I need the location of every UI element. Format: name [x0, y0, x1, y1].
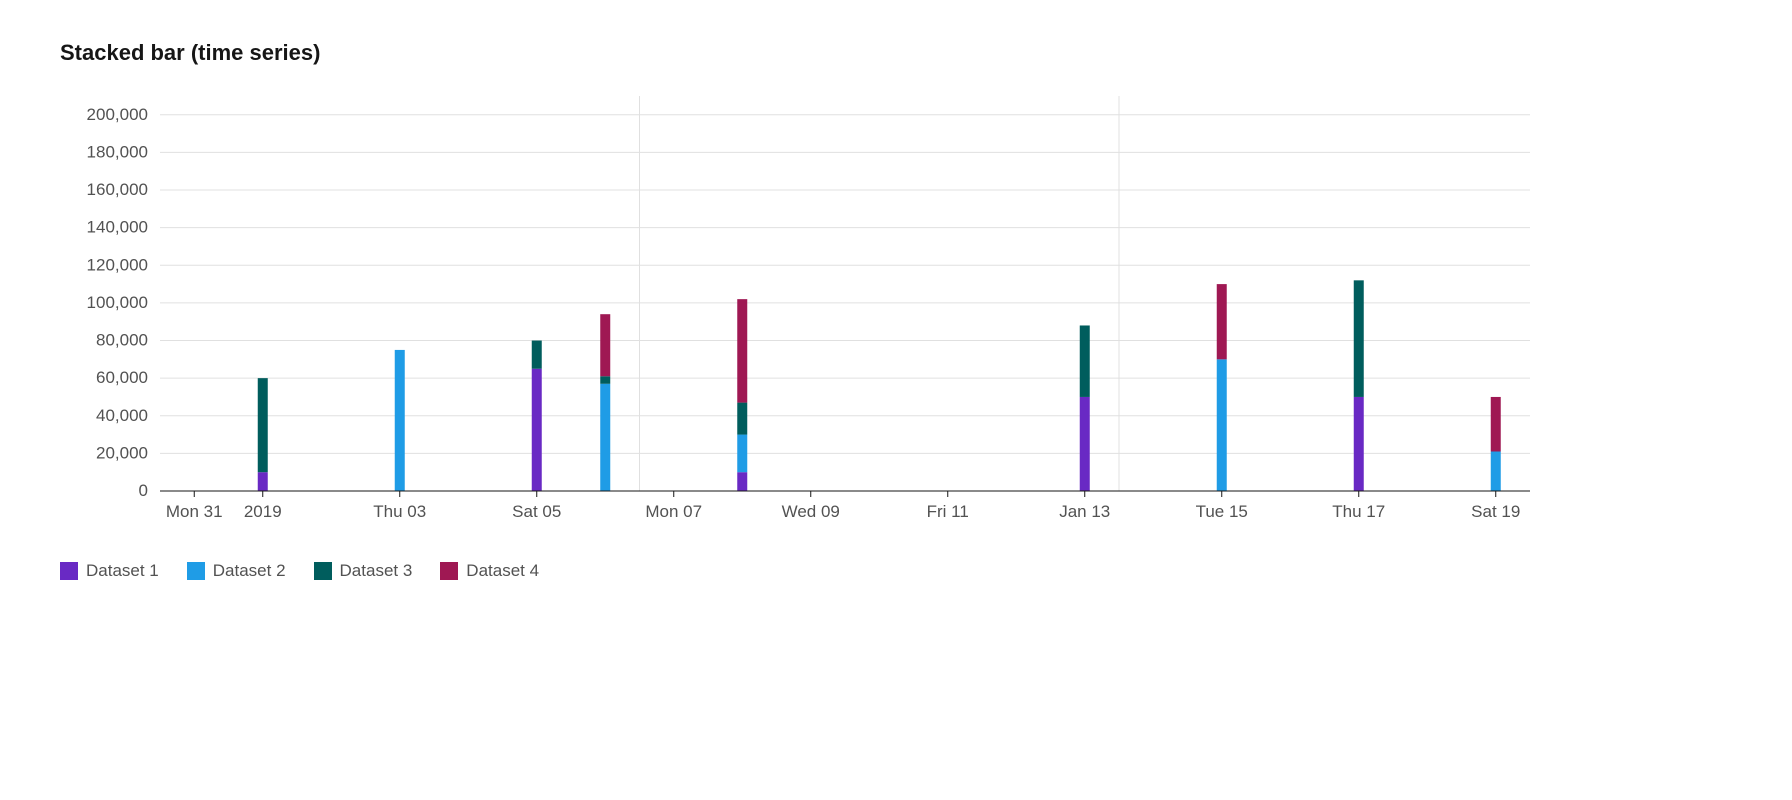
legend-label: Dataset 2 — [213, 561, 286, 581]
bar-segment-d1[interactable] — [532, 369, 542, 491]
legend-item-d3[interactable]: Dataset 3 — [314, 561, 413, 581]
legend-item-d1[interactable]: Dataset 1 — [60, 561, 159, 581]
legend-item-d2[interactable]: Dataset 2 — [187, 561, 286, 581]
bar-segment-d3[interactable] — [737, 403, 747, 435]
bar-segment-d2[interactable] — [395, 350, 405, 491]
y-axis-label: 200,000 — [87, 105, 148, 124]
bar-segment-d4[interactable] — [1217, 284, 1227, 359]
y-axis-label: 140,000 — [87, 218, 148, 237]
x-axis-label: Jan 13 — [1059, 502, 1110, 521]
bar-segment-d1[interactable] — [1080, 397, 1090, 491]
y-axis-label: 40,000 — [96, 406, 148, 425]
legend-swatch — [187, 562, 205, 580]
bar-segment-d1[interactable] — [737, 472, 747, 491]
bar-segment-d3[interactable] — [532, 341, 542, 369]
x-axis-label: Mon 31 — [166, 502, 223, 521]
bar-segment-d3[interactable] — [1354, 280, 1364, 397]
x-axis-label: Sat 19 — [1471, 502, 1520, 521]
bar-segment-d1[interactable] — [258, 472, 268, 491]
x-axis-label: Tue 15 — [1196, 502, 1248, 521]
chart-container: Stacked bar (time series) 0 20,000 40,000 6… — [0, 0, 1792, 621]
x-axis-label: Thu 03 — [373, 502, 426, 521]
legend-swatch — [440, 562, 458, 580]
bar-segment-d4[interactable] — [737, 299, 747, 402]
bar-segment-d2[interactable] — [600, 384, 610, 491]
bar-segment-d3[interactable] — [600, 376, 610, 384]
bar-segment-d2[interactable] — [1217, 359, 1227, 491]
y-axis-label: 180,000 — [87, 142, 148, 161]
legend: Dataset 1 Dataset 2 Dataset 3 Dataset 4 — [60, 561, 1732, 581]
y-axis-label: 20,000 — [96, 443, 148, 462]
legend-item-d4[interactable]: Dataset 4 — [440, 561, 539, 581]
bar-segment-d3[interactable] — [1080, 325, 1090, 396]
x-axis-label: 2019 — [244, 502, 282, 521]
bar-segment-d2[interactable] — [1491, 452, 1501, 492]
legend-label: Dataset 1 — [86, 561, 159, 581]
x-axis-label: Thu 17 — [1332, 502, 1385, 521]
legend-label: Dataset 3 — [340, 561, 413, 581]
y-axis-label: 100,000 — [87, 293, 148, 312]
bar-segment-d4[interactable] — [600, 314, 610, 376]
y-axis-label: 0 — [139, 481, 148, 500]
chart-title: Stacked bar (time series) — [60, 40, 1732, 66]
x-axis-label: Wed 09 — [782, 502, 840, 521]
x-axis-label: Fri 11 — [927, 502, 969, 521]
y-axis-label: 80,000 — [96, 331, 148, 350]
y-axis-label: 120,000 — [87, 255, 148, 274]
chart-plot: 0 20,000 40,000 60,000 80,000 100,000 120,000 1… — [60, 96, 1732, 531]
bar-segment-d2[interactable] — [737, 435, 747, 473]
y-axis-label: 160,000 — [87, 180, 148, 199]
y-axis-label: 60,000 — [96, 368, 148, 387]
bar-segment-d1[interactable] — [1354, 397, 1364, 491]
bar-segment-d3[interactable] — [258, 378, 268, 472]
legend-swatch — [314, 562, 332, 580]
x-axis-label: Sat 05 — [512, 502, 561, 521]
legend-label: Dataset 4 — [466, 561, 539, 581]
x-axis-label: Mon 07 — [645, 502, 702, 521]
legend-swatch — [60, 562, 78, 580]
chart-svg: 0 20,000 40,000 60,000 80,000 100,000 120,000 1… — [60, 96, 1560, 531]
bar-segment-d4[interactable] — [1491, 397, 1501, 452]
